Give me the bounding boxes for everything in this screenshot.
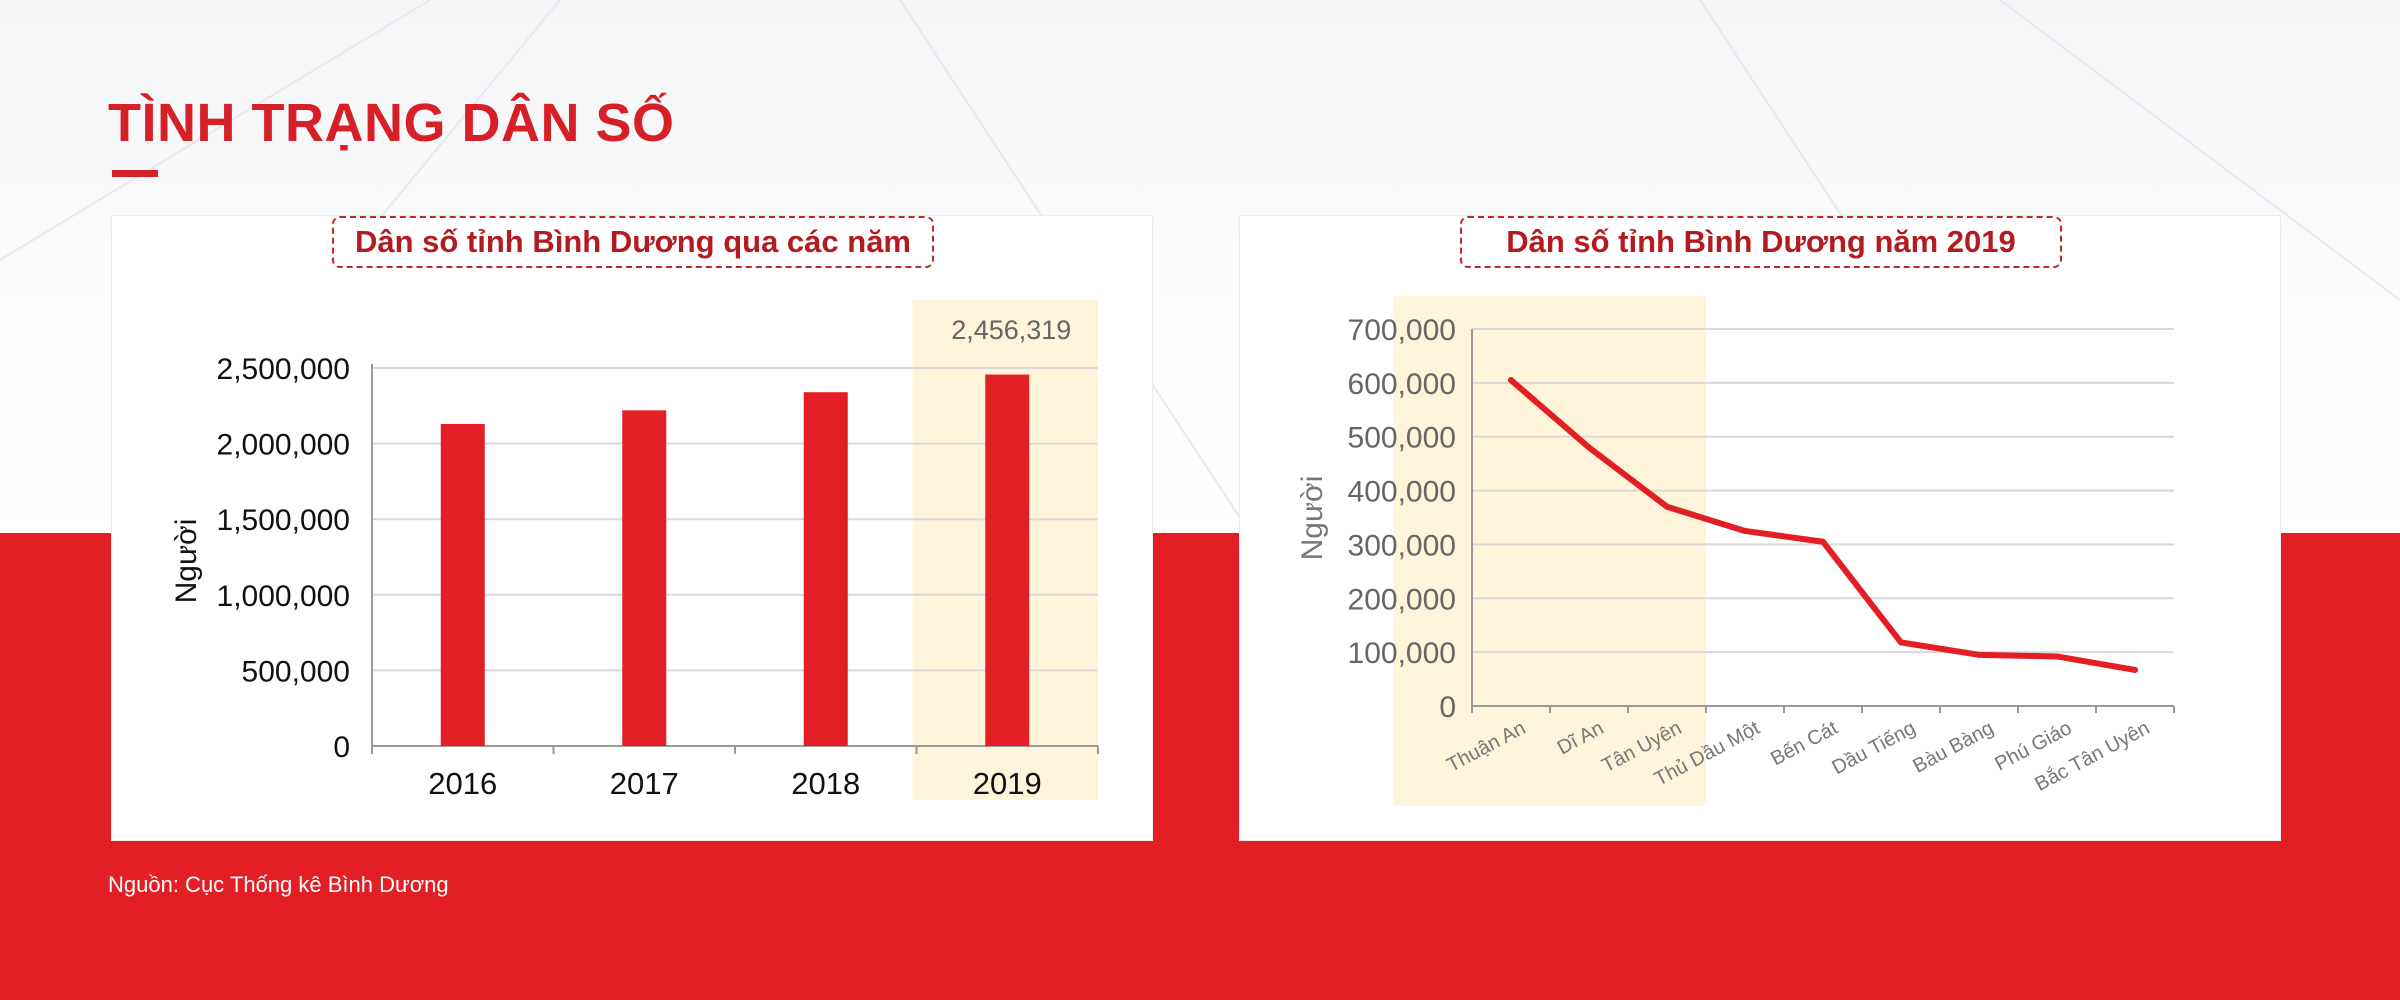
y-axis-label: Người <box>1296 476 1329 561</box>
bar-2018 <box>803 392 848 746</box>
x-tick-label: 2016 <box>428 766 497 801</box>
y-tick-label: 600,000 <box>1348 368 1456 401</box>
y-tick-label: 0 <box>1439 691 1456 724</box>
title-underline <box>112 170 158 177</box>
line-chart-title: Dân số tỉnh Bình Dương năm 2019 <box>1460 216 2062 268</box>
data-label-2019: 2,456,319 <box>951 315 1071 345</box>
bar-2019 <box>985 374 1030 746</box>
y-tick-label: 1,500,000 <box>217 504 350 537</box>
page-title: TÌNH TRẠNG DÂN SỐ <box>108 93 675 153</box>
point-Bắc Tân Uyên <box>2132 666 2138 673</box>
line-chart-card: 0 100,000 200,000 300,000 400,000 500,000 600,… <box>1240 216 2280 840</box>
x-tick-label: Bàu Bàng <box>1909 717 1997 778</box>
y-axis-label: Người <box>170 519 203 604</box>
x-tick-label: Dầu Tiếng <box>1829 717 1920 779</box>
point-Dầu Tiếng <box>1898 639 1904 646</box>
line-chart: 0 100,000 200,000 300,000 400,000 500,000 600,… <box>1296 296 2175 806</box>
x-tick-label: 2017 <box>610 766 679 801</box>
y-tick-label: 0 <box>333 731 350 764</box>
y-tick-label: 700,000 <box>1348 314 1456 347</box>
bar-chart: 0 500,000 1,000,000 1,500,000 2,000,000 2,500… <box>170 300 1099 801</box>
bar-chart-card: 0 500,000 1,000,000 1,500,000 2,000,000 2,500… <box>112 216 1152 840</box>
bar-2016 <box>440 423 485 746</box>
y-tick-label: 500,000 <box>242 655 350 688</box>
x-tick-label: 2018 <box>791 766 860 801</box>
point-Bến Cát <box>1820 538 1826 545</box>
y-tick-label: 2,000,000 <box>217 429 350 462</box>
y-tick-label: 2,500,000 <box>217 353 350 386</box>
point-Bàu Bàng <box>1976 651 1982 658</box>
point-Thủ Dầu Một <box>1742 527 1748 534</box>
y-tick-label: 500,000 <box>1348 422 1456 455</box>
x-tick-label: 2019 <box>973 766 1042 801</box>
y-tick-label: 100,000 <box>1348 637 1456 670</box>
source-note: Nguồn: Cục Thống kê Bình Dương <box>108 872 449 897</box>
point-Phú Giáo <box>2054 653 2060 660</box>
highlight-band <box>1394 296 1706 806</box>
y-tick-label: 400,000 <box>1348 476 1456 509</box>
point-Tân Uyên <box>1664 503 1670 510</box>
y-tick-label: 200,000 <box>1348 583 1456 616</box>
y-tick-label: 1,000,000 <box>217 580 350 613</box>
y-tick-label: 300,000 <box>1348 529 1456 562</box>
point-Thuận An <box>1508 377 1514 384</box>
point-Dĩ An <box>1586 444 1592 451</box>
bar-2017 <box>622 410 667 746</box>
bar-chart-title: Dân số tỉnh Bình Dương qua các năm <box>332 216 934 268</box>
